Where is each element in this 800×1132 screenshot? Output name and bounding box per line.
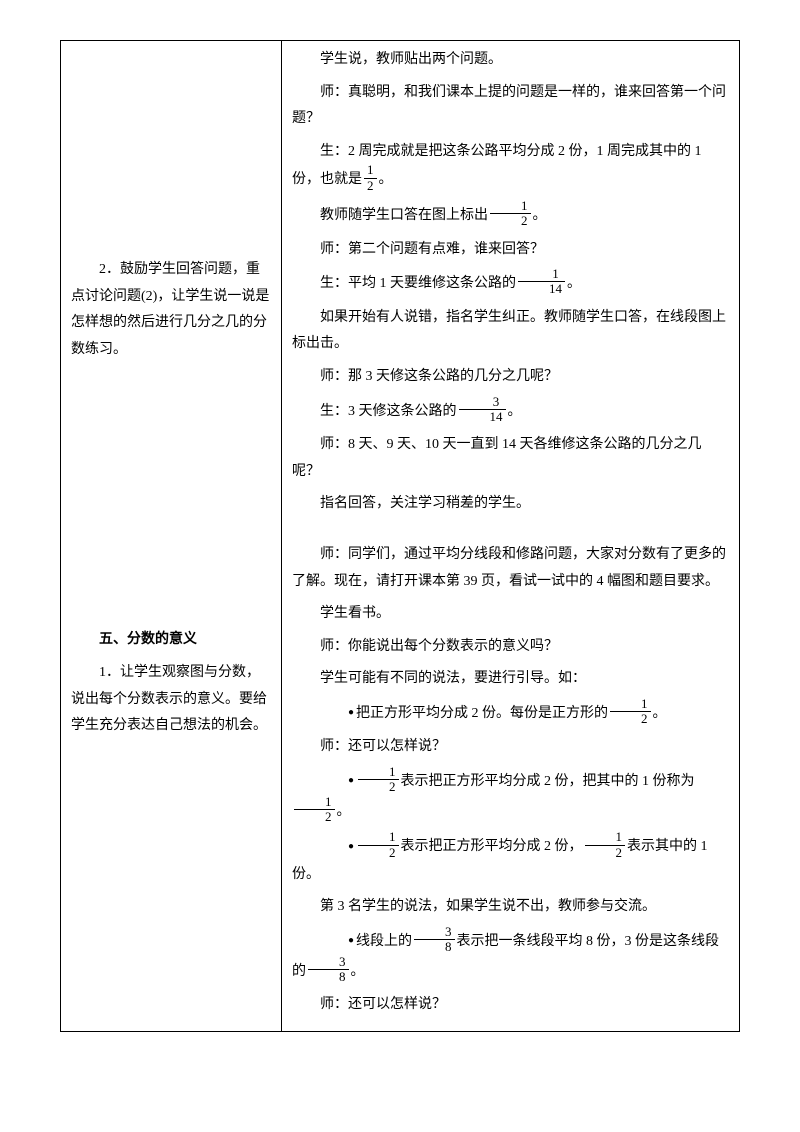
fraction-half: 12 <box>358 830 399 860</box>
fraction-half: 12 <box>294 795 335 825</box>
dialog-line: 学生可能有不同的说法，要进行引导。如： <box>292 666 729 693</box>
bullet-icon: ● <box>320 703 354 722</box>
dialog-line: 师：还可以怎样说？ <box>292 734 729 761</box>
left-block2: 1．让学生观察图与分数，说出每个分数表示的意义。要给学生充分表达自己想法的机会。 <box>71 660 271 740</box>
left-column: 2．鼓励学生回答问题，重点讨论问题(2)，让学生说一说是怎样想的然后进行几分之几… <box>61 41 282 1032</box>
bullet-line: ●12表示把正方形平均分成 2 份，12表示其中的 1 份。 <box>292 832 729 888</box>
lesson-table: 2．鼓励学生回答问题，重点讨论问题(2)，让学生说一说是怎样想的然后进行几分之几… <box>60 40 740 1032</box>
fraction-half: 12 <box>364 163 377 193</box>
fraction-half: 12 <box>585 830 626 860</box>
bullet-line: ●12表示把正方形平均分成 2 份，把其中的 1 份称为12。 <box>292 767 729 826</box>
bullet-icon: ● <box>320 771 354 790</box>
fraction-half: 12 <box>490 199 531 229</box>
right-column: 学生说，教师贴出两个问题。 师：真聪明，和我们课本上提的问题是一样的，谁来回答第… <box>282 41 740 1032</box>
dialog-line: 第 3 名学生的说法，如果学生说不出，教师参与交流。 <box>292 894 729 921</box>
fraction-3-8: 38 <box>414 925 455 955</box>
fraction-half: 12 <box>358 765 399 795</box>
dialog-line: 教师随学生口答在图上标出12。 <box>292 201 729 231</box>
dialog-line: 如果开始有人说错，指名学生纠正。教师随学生口答，在线段图上标出击。 <box>292 305 729 358</box>
bullet-icon: ● <box>320 837 354 856</box>
left-block1: 2．鼓励学生回答问题，重点讨论问题(2)，让学生说一说是怎样想的然后进行几分之几… <box>71 257 271 363</box>
dialog-line: 指名回答，关注学习稍差的学生。 <box>292 491 729 518</box>
dialog-line: 学生看书。 <box>292 601 729 628</box>
dialog-line: 生：3 天修这条公路的314。 <box>292 397 729 427</box>
bullet-icon: ● <box>320 931 354 950</box>
dialog-line: 师：第二个问题有点难，谁来回答？ <box>292 237 729 264</box>
section-heading: 五、分数的意义 <box>71 627 271 654</box>
dialog-line: 生：2 周完成就是把这条公路平均分成 2 份，1 周完成其中的 1 份，也就是1… <box>292 139 729 195</box>
dialog-line: 师：8 天、9 天、10 天一直到 14 天各维修这条公路的几分之几呢？ <box>292 432 729 485</box>
dialog-line: 学生说，教师贴出两个问题。 <box>292 47 729 74</box>
fraction-3-14: 314 <box>459 395 506 425</box>
dialog-line: 师：同学们，通过平均分线段和修路问题，大家对分数有了更多的了解。现在，请打开课本… <box>292 542 729 595</box>
dialog-line: 生：平均 1 天要维修这条公路的114。 <box>292 269 729 299</box>
dialog-line: 师：那 3 天修这条公路的几分之几呢？ <box>292 364 729 391</box>
fraction-1-14: 114 <box>518 267 565 297</box>
bullet-line: ●线段上的38表示把一条线段平均 8 份，3 份是这条线段的38。 <box>292 927 729 986</box>
dialog-line: 师：真聪明，和我们课本上提的问题是一样的，谁来回答第一个问题？ <box>292 80 729 133</box>
document-page: 2．鼓励学生回答问题，重点讨论问题(2)，让学生说一说是怎样想的然后进行几分之几… <box>0 0 800 1132</box>
dialog-line: 师：你能说出每个分数表示的意义吗？ <box>292 634 729 661</box>
fraction-3-8: 38 <box>308 955 349 985</box>
fraction-half: 12 <box>610 697 651 727</box>
dialog-line: 师：还可以怎样说？ <box>292 992 729 1019</box>
bullet-line: ●把正方形平均分成 2 份。每份是正方形的12。 <box>292 699 729 729</box>
